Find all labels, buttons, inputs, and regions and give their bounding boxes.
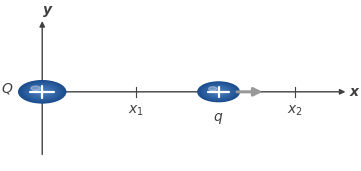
Circle shape (30, 86, 54, 97)
Text: x: x (350, 85, 359, 99)
Circle shape (201, 83, 236, 100)
Circle shape (22, 82, 62, 101)
Circle shape (199, 82, 238, 101)
Circle shape (212, 89, 225, 95)
Circle shape (21, 82, 64, 102)
Circle shape (203, 84, 234, 99)
Circle shape (31, 86, 40, 90)
Circle shape (209, 87, 228, 96)
Circle shape (210, 88, 227, 96)
Circle shape (41, 91, 43, 92)
Circle shape (207, 86, 230, 97)
Circle shape (213, 89, 224, 94)
Text: $x_1$: $x_1$ (128, 103, 143, 118)
Circle shape (211, 88, 226, 95)
Circle shape (38, 90, 47, 94)
Circle shape (39, 90, 46, 94)
Circle shape (200, 83, 237, 101)
Circle shape (204, 85, 233, 99)
Circle shape (214, 90, 223, 94)
Circle shape (40, 91, 44, 93)
Circle shape (218, 91, 219, 92)
Circle shape (28, 85, 56, 98)
Text: $x_2$: $x_2$ (287, 103, 303, 118)
Circle shape (27, 85, 57, 99)
Circle shape (20, 81, 65, 102)
Text: y: y (43, 3, 52, 17)
Circle shape (26, 84, 59, 100)
Circle shape (32, 87, 53, 97)
Circle shape (25, 83, 60, 100)
Circle shape (35, 88, 49, 95)
Circle shape (19, 81, 66, 103)
Circle shape (198, 82, 239, 102)
Circle shape (208, 87, 229, 97)
Circle shape (205, 86, 232, 98)
Circle shape (216, 90, 222, 93)
Text: $q$: $q$ (213, 111, 224, 126)
Circle shape (206, 86, 231, 98)
Circle shape (34, 88, 51, 96)
Circle shape (217, 91, 221, 93)
Circle shape (209, 87, 217, 91)
Circle shape (202, 84, 235, 100)
Circle shape (36, 89, 48, 95)
Circle shape (33, 87, 52, 96)
Circle shape (29, 86, 55, 98)
Text: $Q$: $Q$ (1, 81, 13, 96)
Circle shape (23, 83, 61, 101)
